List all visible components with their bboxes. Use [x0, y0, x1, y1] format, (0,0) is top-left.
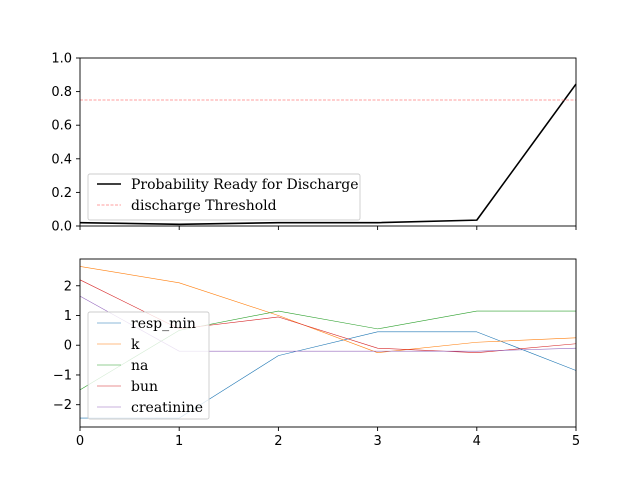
x-tick-label: 2 [274, 434, 282, 449]
y-tick-label: 0.2 [51, 186, 72, 201]
legend-box [87, 173, 361, 221]
y-tick-label: 0.4 [51, 152, 72, 167]
axes-frame [79, 258, 577, 428]
legend-label: k [131, 337, 140, 353]
legend-label: bun [131, 379, 158, 395]
y-tick-label: 0.6 [51, 119, 72, 134]
x-tick-label: 4 [473, 434, 481, 449]
y-tick-label: 0.0 [51, 220, 72, 235]
series-line-probability-ready-for-discharge [79, 83, 577, 226]
x-tick-label: 3 [373, 434, 381, 449]
y-tick-label: −1 [53, 368, 72, 383]
legend-label: Probability Ready for Discharge [131, 177, 359, 193]
legend-box [87, 311, 210, 420]
x-tick-label: 1 [175, 434, 183, 449]
legend-label: resp_min [131, 316, 196, 332]
y-tick-label: −2 [53, 398, 72, 413]
chart-panel-1: 0.0 0.2 0.4 0.6 0.8 1.0 Probability Ready for … [51, 52, 577, 235]
legend-label: na [131, 358, 148, 374]
x-tick-label: 0 [76, 434, 84, 449]
y-tick-label: 0.8 [51, 85, 72, 100]
series-line-k [79, 266, 577, 353]
legend-label: discharge Threshold [131, 198, 277, 214]
y-tick-label: 1 [64, 309, 72, 324]
x-tick-label: 5 [572, 434, 580, 449]
y-tick-label: 0 [64, 339, 72, 354]
y-tick-label: 2 [64, 279, 72, 294]
legend-label: creatinine [131, 400, 203, 416]
y-tick-label: 1.0 [51, 52, 72, 67]
legend: Probability Ready for Discharge discharge… [87, 173, 361, 221]
axes-frame [79, 57, 577, 227]
